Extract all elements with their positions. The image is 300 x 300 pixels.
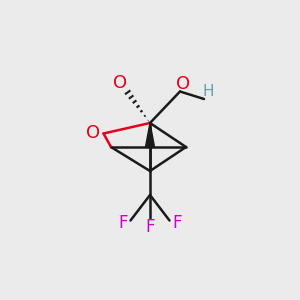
- Text: H: H: [203, 84, 214, 99]
- Text: O: O: [113, 74, 127, 92]
- Text: F: F: [145, 218, 155, 236]
- Text: F: F: [172, 214, 182, 232]
- Text: F: F: [118, 214, 128, 232]
- Text: O: O: [176, 75, 190, 93]
- Polygon shape: [146, 123, 154, 147]
- Text: O: O: [86, 124, 100, 142]
